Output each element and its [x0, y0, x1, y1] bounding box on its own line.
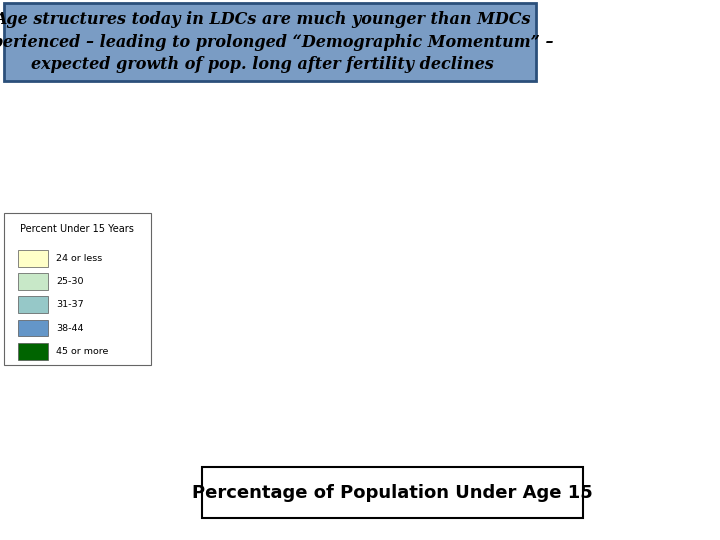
- Bar: [18, 320, 48, 336]
- Text: 45 or more: 45 or more: [56, 347, 109, 356]
- Text: 31-37: 31-37: [56, 300, 84, 309]
- Bar: [18, 296, 48, 313]
- Text: Age structures today in LDCs are much younger than MDCs
experienced – leading to: Age structures today in LDCs are much yo…: [0, 11, 554, 73]
- Text: 24 or less: 24 or less: [56, 254, 102, 263]
- Bar: [18, 343, 48, 360]
- FancyBboxPatch shape: [202, 467, 583, 518]
- Text: 25-30: 25-30: [56, 277, 84, 286]
- Bar: [18, 250, 48, 267]
- Bar: [18, 273, 48, 290]
- Text: Percentage of Population Under Age 15: Percentage of Population Under Age 15: [192, 484, 593, 502]
- Text: Percent Under 15 Years: Percent Under 15 Years: [20, 225, 135, 234]
- FancyBboxPatch shape: [4, 3, 536, 81]
- Text: 38-44: 38-44: [56, 323, 84, 333]
- FancyBboxPatch shape: [4, 213, 151, 364]
